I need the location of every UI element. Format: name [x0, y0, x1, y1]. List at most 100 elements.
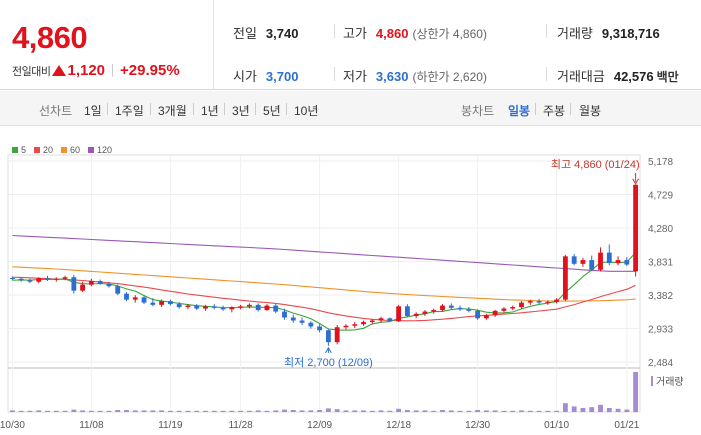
divider — [334, 24, 335, 38]
low-price: 저가 3,630 (하한가 2,620) — [343, 66, 487, 85]
volume-bar — [141, 410, 147, 412]
divider — [286, 103, 287, 115]
candle-body — [115, 286, 121, 294]
volume-bar — [492, 410, 498, 412]
candle-body — [492, 310, 498, 316]
volume-bar — [264, 410, 270, 412]
candle-body — [334, 327, 340, 343]
divider — [150, 103, 151, 115]
volume-bar — [194, 410, 200, 412]
period-10y[interactable]: 10년 — [294, 104, 319, 118]
volume-bar — [369, 410, 375, 412]
volume-bar — [45, 410, 50, 412]
divider — [334, 67, 335, 81]
volume-bar — [554, 410, 560, 412]
candle-body — [80, 284, 86, 291]
candle-body — [527, 301, 533, 303]
ma-legend: 5 20 60 120 — [12, 145, 112, 155]
volume-bar — [9, 410, 15, 412]
candle-body — [229, 307, 235, 310]
high-label: 고가 — [343, 26, 367, 41]
volume-bar — [97, 410, 103, 412]
period-3m[interactable]: 3개월 — [158, 104, 187, 118]
volume-bar — [62, 410, 68, 412]
candle-monthly[interactable]: 월봉 — [579, 104, 602, 118]
legend-ma60: 60 — [61, 145, 80, 155]
volume-bar — [27, 410, 33, 412]
candle-body — [387, 318, 393, 322]
volume-bars — [9, 372, 639, 412]
candle-body — [589, 260, 595, 270]
period-5y[interactable]: 5년 — [263, 104, 281, 118]
candle-daily[interactable]: 일봉 — [508, 104, 531, 118]
candle-body — [36, 277, 42, 282]
volume-bar — [238, 410, 244, 412]
candle-body — [27, 280, 33, 282]
candle-body — [290, 317, 296, 321]
change-percent: +29.95% — [120, 62, 180, 79]
period-3y[interactable]: 3년 — [232, 104, 250, 118]
period-1y[interactable]: 1년 — [201, 104, 219, 118]
ma60-line — [12, 266, 636, 302]
legend-label: 5 — [21, 145, 27, 155]
low-annotation: 최저 2,700 (12/09) — [284, 356, 373, 369]
volume-bar — [36, 410, 42, 412]
volume-bar — [290, 410, 296, 412]
candle-chart-label: 봉차트 — [461, 104, 495, 118]
chart-annotations: 최고 4,860 (01/24) 최저 2,700 (12/09) — [284, 158, 640, 369]
candle-body — [545, 301, 551, 303]
low-label: 저가 — [343, 69, 367, 84]
x-tick-label: 12/09 — [307, 420, 332, 431]
candle-body — [475, 310, 481, 319]
candle-weekly[interactable]: 주봉 — [543, 104, 566, 118]
candle-body — [220, 307, 226, 310]
candlesticks — [9, 184, 639, 346]
volume-bar — [334, 409, 340, 412]
x-tick-label: 01/10 — [544, 420, 569, 431]
period-1w[interactable]: 1주일 — [115, 104, 144, 118]
volume-bar — [501, 410, 507, 412]
volume-bar — [378, 410, 384, 412]
volume-bar — [255, 410, 261, 412]
volume-bar — [176, 410, 182, 412]
volume-bar — [387, 410, 393, 412]
y-tick-label: 4,729 — [648, 191, 673, 202]
candle-body — [159, 301, 165, 305]
volume-bar — [483, 410, 489, 412]
volume-bar — [106, 410, 112, 412]
volume-label: 거래량 — [557, 26, 593, 41]
volume-info: 거래량 9,318,716 — [557, 23, 660, 42]
candle-body — [598, 252, 603, 270]
candle-body — [615, 260, 621, 264]
volume-bar — [527, 410, 533, 412]
prev-close-label: 전일 — [233, 26, 257, 41]
divider — [546, 24, 547, 38]
legend-ma120: 120 — [88, 145, 112, 155]
moving-average-lines — [12, 234, 637, 331]
high-arrow-icon — [632, 178, 640, 185]
volume-bar — [598, 404, 603, 412]
stock-candle-chart[interactable]: 5,178 4,729 4,280 3,831 3,382 2,933 2,484 10/30… — [0, 140, 701, 435]
period-1d[interactable]: 1일 — [84, 104, 102, 118]
ma120-line — [12, 234, 636, 272]
change-label: 전일대비 — [12, 65, 51, 78]
volume-bar — [124, 410, 129, 412]
candle-body — [62, 277, 68, 279]
volume-bar — [229, 410, 235, 412]
volume-bar — [185, 410, 191, 412]
volume-bar — [115, 410, 121, 412]
candle-body — [580, 260, 586, 264]
volume-bar — [150, 410, 156, 412]
volume-bar — [615, 408, 621, 412]
x-tick-label: 12/18 — [386, 420, 411, 431]
candle-body — [352, 324, 358, 326]
candle-body — [343, 325, 349, 328]
candle-body — [167, 301, 173, 305]
candle-body — [369, 320, 375, 323]
low-arrow-icon — [324, 346, 332, 354]
high-price: 고가 4,860 (상한가 4,860) — [343, 23, 487, 42]
price-info-grid: 전일 3,740 고가 4,860 (상한가 4,860) 거래량 9,318,… — [214, 0, 701, 90]
divider — [535, 103, 536, 115]
x-tick-label: 10/30 — [0, 420, 25, 431]
volume-bar — [220, 410, 226, 412]
